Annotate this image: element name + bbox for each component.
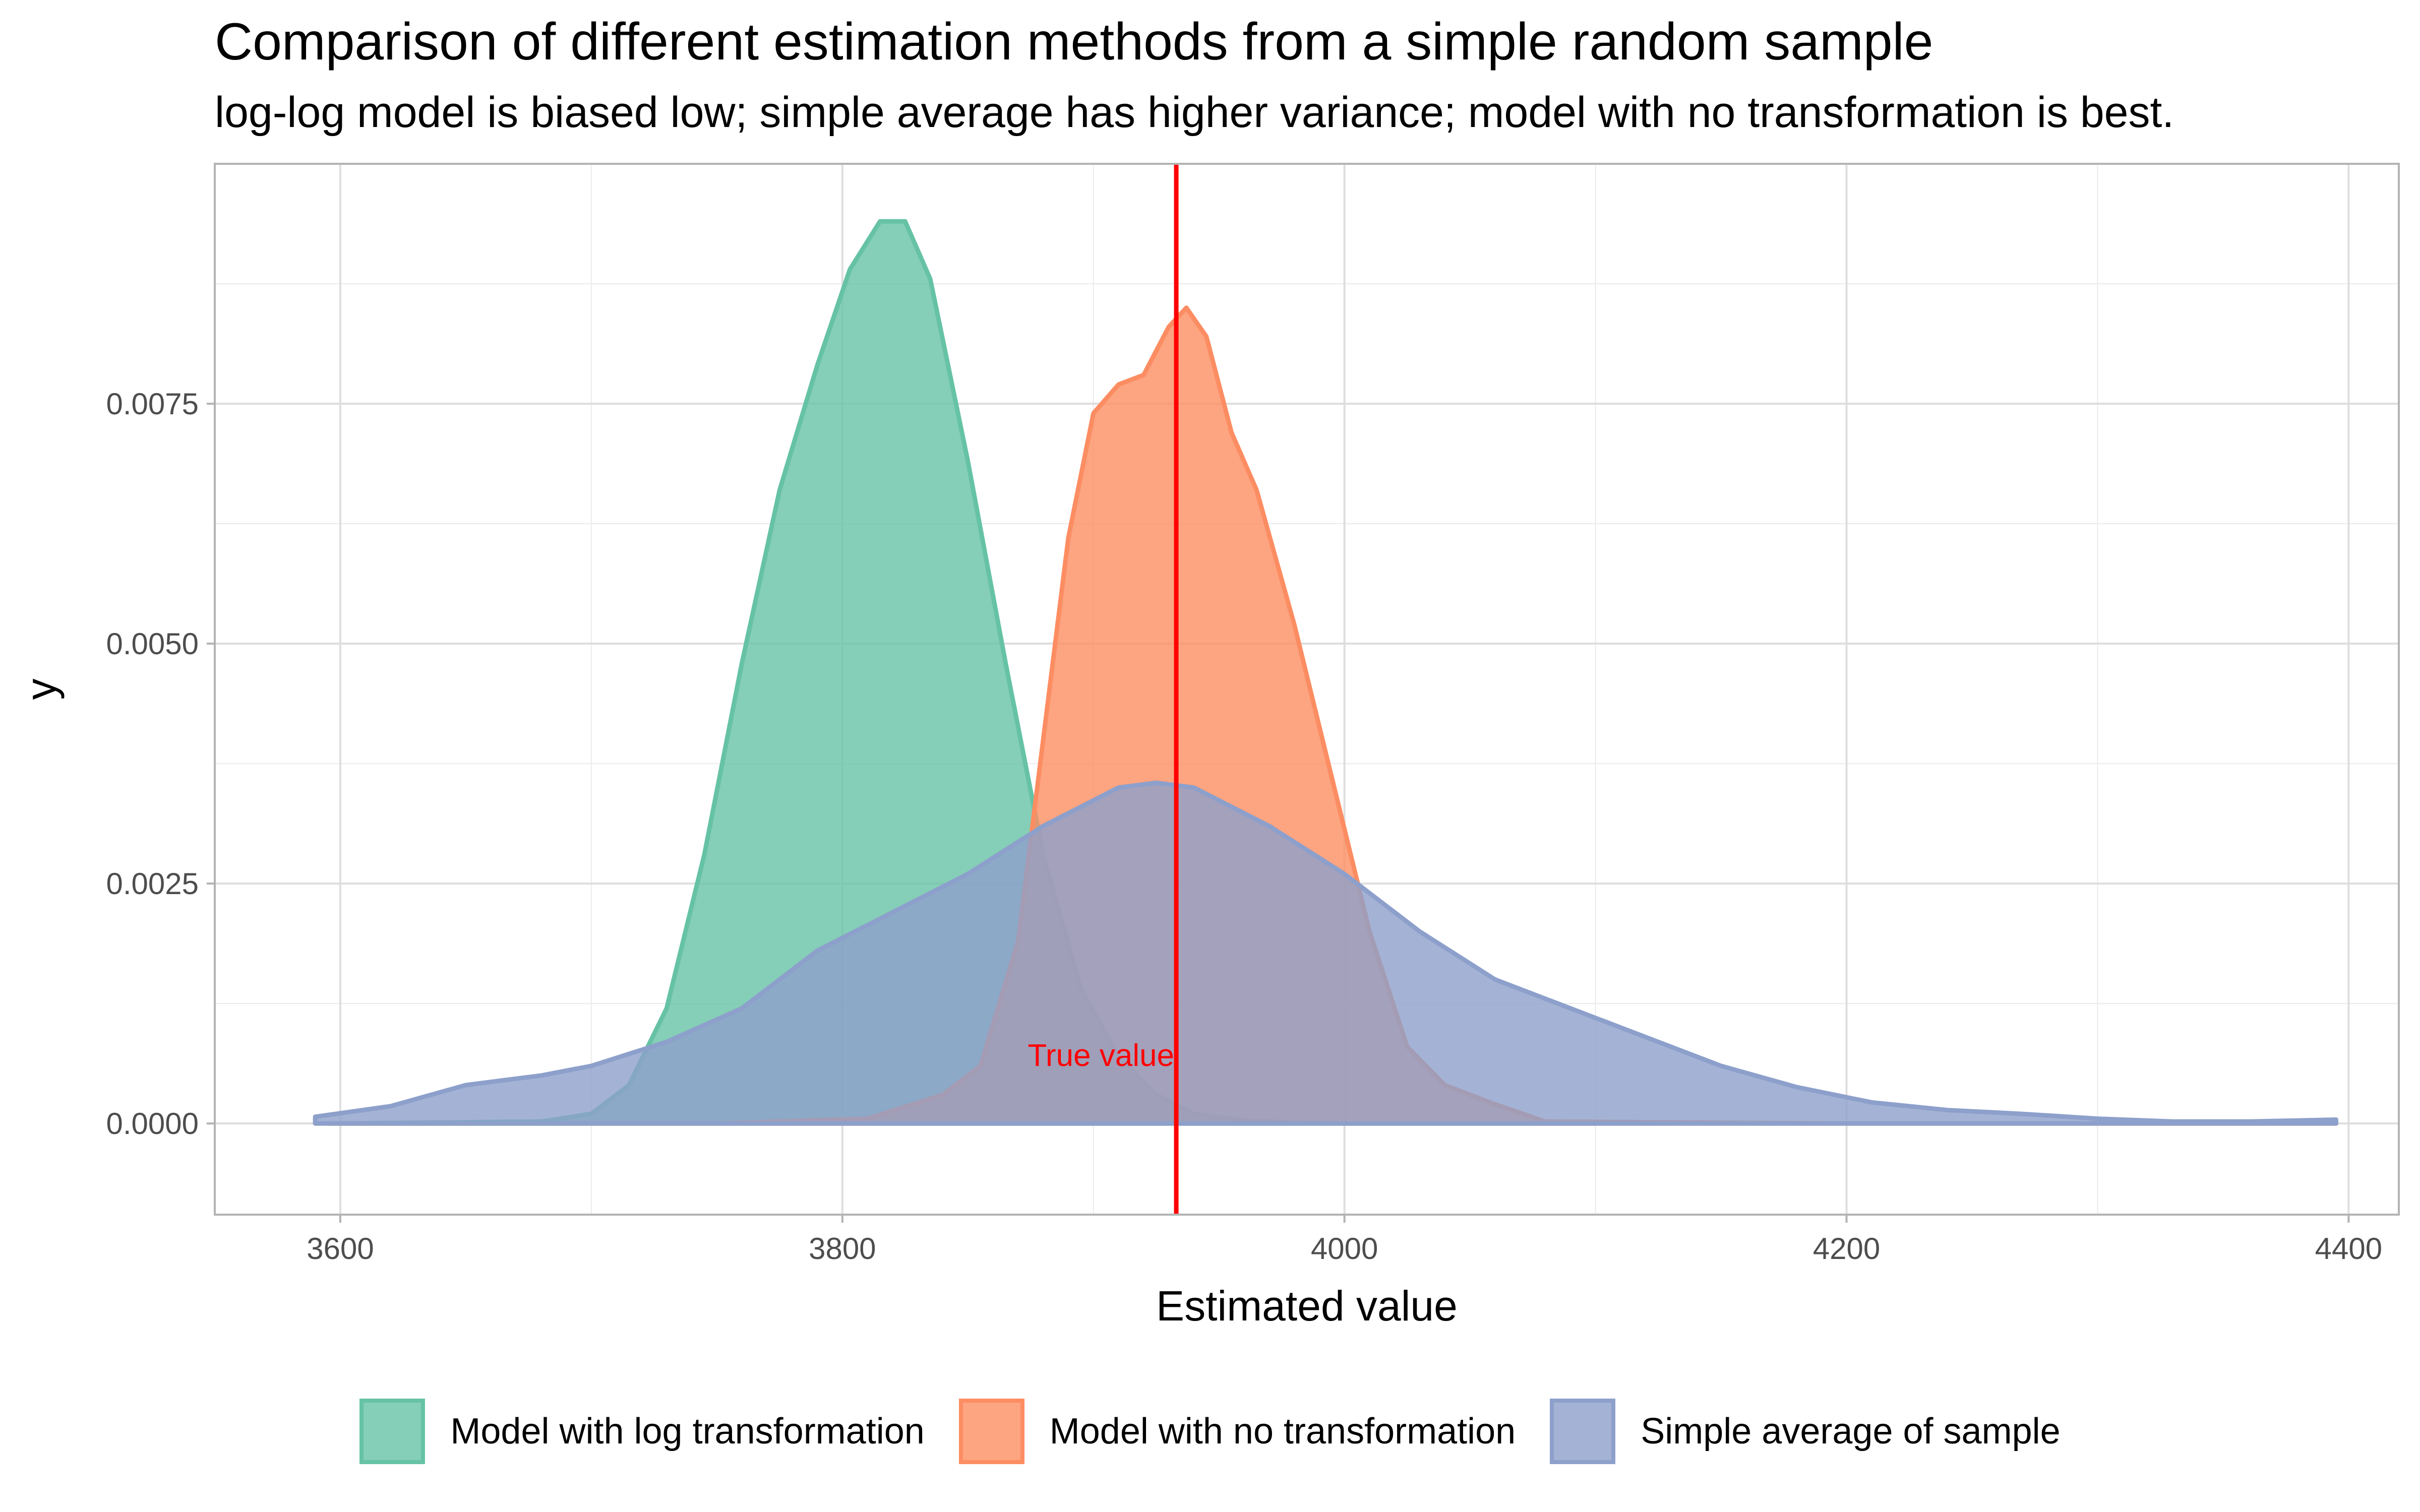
x-tick-label: 3800 [809, 1232, 876, 1266]
legend-item-simple-average: Simple average of sample [1550, 1399, 2061, 1464]
legend-key-simple-average [1550, 1399, 1616, 1464]
legend-key-log-model [359, 1399, 426, 1464]
panel-border [214, 163, 2400, 1216]
y-tick-label: 0.0050 [106, 627, 199, 661]
legend: Model with log transformation Model with… [0, 1391, 2420, 1472]
legend-item-log-model: Model with log transformation [359, 1399, 925, 1464]
legend-label-simple-average: Simple average of sample [1641, 1411, 2061, 1452]
y-axis-title: y [17, 679, 65, 700]
x-tick-label: 4200 [1813, 1232, 1880, 1266]
y-tick-label: 0.0025 [106, 867, 199, 901]
x-axis-title: Estimated value [1156, 1282, 1458, 1330]
legend-label-no-transform-model: Model with no transformation [1049, 1411, 1516, 1452]
x-tick-label: 3600 [307, 1232, 374, 1266]
chart-subtitle: log-log model is biased low; simple aver… [215, 88, 2174, 137]
legend-key-no-transform-model [958, 1399, 1024, 1464]
legend-item-no-transform-model: Model with no transformation [958, 1399, 1516, 1464]
true-value-label: True value [1027, 1038, 1174, 1073]
density-area-2 [313, 780, 2339, 1126]
x-tick-label: 4000 [1311, 1232, 1378, 1266]
legend-label-log-model: Model with log transformation [450, 1411, 925, 1452]
x-tick-label: 4400 [2315, 1232, 2382, 1266]
y-tick-label: 0.0000 [106, 1107, 199, 1141]
y-tick-label: 0.0075 [106, 387, 199, 421]
chart-title: Comparison of different estimation metho… [215, 13, 1933, 71]
